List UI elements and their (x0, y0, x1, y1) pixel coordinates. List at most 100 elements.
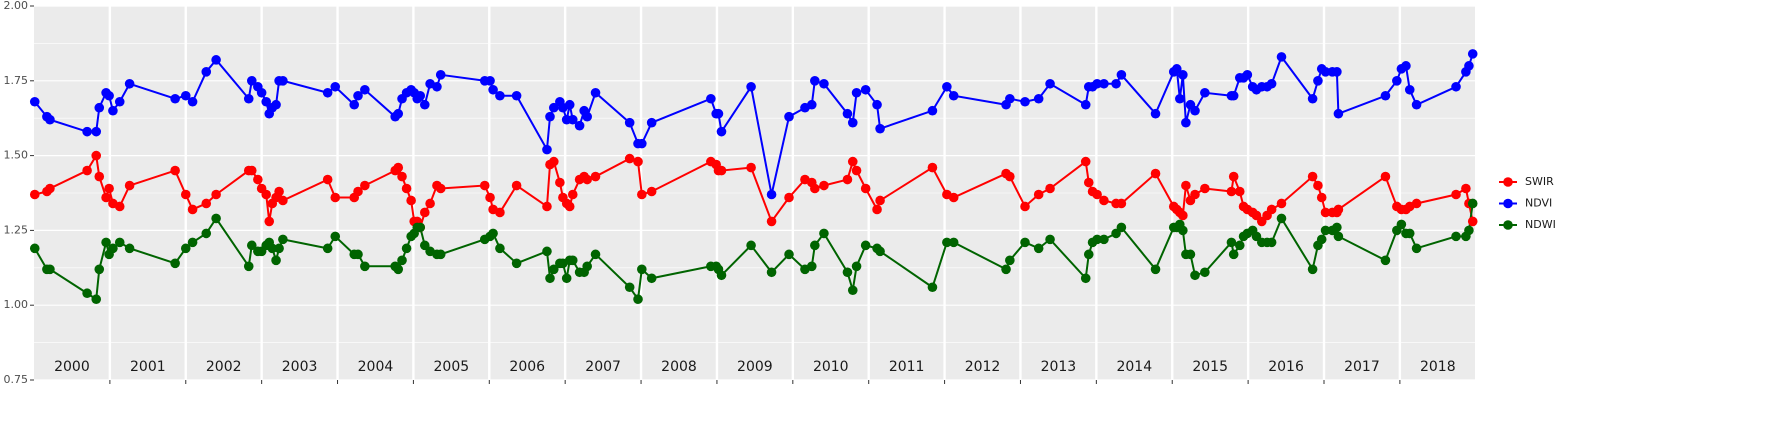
point (94, 171, 105, 182)
point (1316, 192, 1327, 203)
point (1467, 49, 1478, 59)
point (261, 189, 271, 200)
point (716, 126, 727, 137)
point (495, 207, 505, 218)
point (716, 270, 727, 281)
point (1411, 198, 1422, 209)
point (851, 261, 862, 272)
point (495, 243, 505, 254)
point (1083, 249, 1094, 260)
point (425, 198, 435, 209)
point (1401, 61, 1411, 71)
point (819, 228, 829, 239)
point (1234, 186, 1245, 197)
point (942, 81, 952, 92)
point (1033, 243, 1044, 254)
point (582, 261, 592, 272)
point (1266, 78, 1277, 89)
year-label: 2001 (130, 359, 166, 375)
point (567, 114, 578, 125)
point (1092, 234, 1102, 245)
point (1200, 183, 1210, 194)
year-label: 2007 (585, 359, 621, 375)
year-label: 2016 (1268, 359, 1304, 375)
point (488, 84, 498, 95)
point (511, 258, 522, 269)
point (432, 81, 442, 92)
point (561, 273, 572, 284)
point (633, 294, 643, 305)
point (784, 111, 794, 122)
point (875, 123, 885, 134)
point (397, 255, 407, 266)
point (766, 216, 777, 227)
point (1226, 237, 1237, 248)
point (624, 117, 635, 128)
point (246, 165, 257, 176)
point (637, 189, 647, 200)
point (1380, 171, 1391, 182)
point (1276, 52, 1287, 62)
point (488, 228, 498, 239)
legend-label: NDVI (1525, 197, 1552, 210)
point (401, 243, 412, 254)
legend-key-point (1503, 177, 1513, 187)
point (1276, 213, 1287, 224)
point (548, 102, 559, 113)
point (495, 90, 505, 101)
point (1266, 237, 1277, 248)
point (360, 261, 370, 272)
point (1001, 264, 1011, 275)
point (246, 240, 257, 251)
point (108, 243, 118, 254)
point (1228, 90, 1239, 101)
point (419, 207, 430, 218)
point (542, 144, 552, 155)
year-label: 2013 (1041, 359, 1077, 375)
point (567, 255, 578, 266)
point (1200, 87, 1210, 98)
point (264, 216, 275, 227)
point (1080, 156, 1091, 167)
point (548, 264, 559, 275)
point (1234, 240, 1245, 251)
point (1467, 198, 1478, 209)
point (278, 195, 288, 206)
point (415, 90, 426, 101)
point (716, 165, 727, 176)
point (29, 243, 40, 254)
point (1404, 84, 1415, 95)
year-label: 2002 (206, 359, 242, 375)
point (274, 243, 284, 254)
point (633, 156, 643, 167)
legend-key-point (1503, 198, 1513, 209)
point (1150, 168, 1161, 179)
point (1190, 270, 1200, 281)
point (1228, 249, 1239, 260)
point (1181, 117, 1191, 128)
year-label: 2015 (1192, 359, 1228, 375)
point (393, 162, 404, 173)
point (860, 240, 871, 251)
point (1116, 70, 1127, 80)
point (322, 87, 333, 98)
point (201, 198, 212, 209)
point (108, 105, 118, 116)
point (1226, 186, 1237, 197)
point (637, 138, 647, 149)
point (872, 99, 882, 110)
point (1332, 222, 1342, 233)
point (1332, 67, 1342, 77)
point (253, 174, 263, 185)
point (582, 174, 592, 185)
point (847, 285, 858, 296)
point (1333, 108, 1344, 119)
point (243, 93, 254, 104)
point (511, 180, 522, 191)
year-label: 2004 (358, 359, 394, 375)
point (393, 264, 404, 275)
point (948, 192, 959, 203)
point (353, 249, 363, 260)
point (784, 192, 794, 203)
point (1092, 78, 1102, 89)
